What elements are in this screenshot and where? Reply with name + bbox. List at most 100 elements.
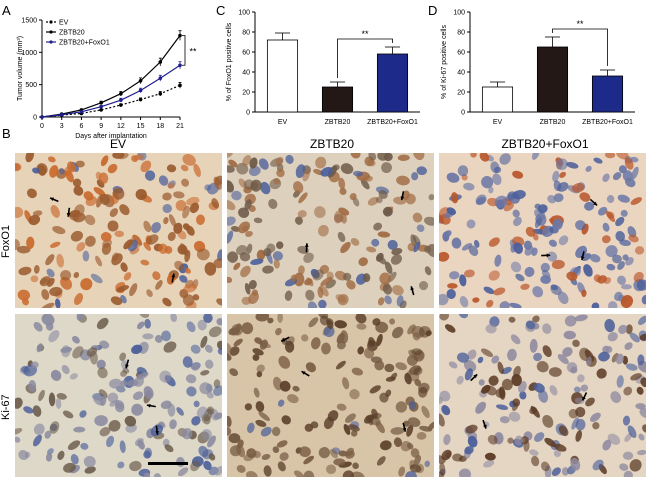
cell-nucleus xyxy=(558,425,569,437)
cell-nucleus xyxy=(168,214,177,227)
y-tick-label: 0 xyxy=(461,110,465,117)
cell-nucleus xyxy=(377,153,389,161)
cell-nucleus xyxy=(284,340,295,353)
cell-nucleus xyxy=(371,412,382,420)
cell-nucleus xyxy=(191,364,200,371)
y-tick-label: 40 xyxy=(457,70,465,77)
arrow-head xyxy=(400,196,405,201)
cell-nucleus xyxy=(228,159,238,168)
significance-bracket xyxy=(337,38,393,78)
series-line xyxy=(41,64,181,118)
cell-nucleus xyxy=(216,340,222,351)
cell-nucleus xyxy=(642,424,646,433)
cell-nucleus xyxy=(134,154,144,161)
cell-nucleus xyxy=(428,194,434,201)
cell-nucleus xyxy=(32,167,40,174)
cell-nucleus xyxy=(442,230,452,238)
cell-nucleus xyxy=(550,284,562,296)
cell-nucleus xyxy=(276,168,285,178)
data-point xyxy=(138,78,143,83)
series-line xyxy=(41,84,181,118)
cell-nucleus xyxy=(562,347,573,357)
cell-nucleus xyxy=(246,243,253,254)
cell-nucleus xyxy=(59,167,65,175)
cell-nucleus xyxy=(229,368,239,377)
cell-nucleus xyxy=(465,424,478,434)
cell-nucleus xyxy=(144,170,156,181)
cell-nucleus xyxy=(537,204,548,214)
x-tick-label: 6 xyxy=(79,123,83,130)
cell-nucleus xyxy=(38,389,45,402)
cell-nucleus xyxy=(375,321,389,333)
cell-nucleus xyxy=(493,287,506,296)
cell-nucleus xyxy=(483,286,495,295)
cell-nucleus xyxy=(570,366,578,374)
cell-nucleus xyxy=(622,170,633,182)
y-tick-label: 100 xyxy=(453,10,465,17)
cell-nucleus xyxy=(636,386,644,395)
cell-nucleus xyxy=(181,428,193,440)
cell-nucleus xyxy=(610,391,622,403)
cell-nucleus xyxy=(509,302,522,308)
cell-nucleus xyxy=(491,355,500,364)
cell-nucleus xyxy=(381,162,392,174)
cell-nucleus xyxy=(173,191,185,199)
cell-nucleus xyxy=(241,296,252,305)
cell-nucleus xyxy=(76,242,86,252)
cell-nucleus xyxy=(349,193,357,201)
cell-nucleus xyxy=(592,459,604,471)
cell-nucleus xyxy=(70,454,79,465)
cell-nucleus xyxy=(250,258,264,265)
series-line xyxy=(41,35,181,118)
cell-nucleus xyxy=(339,187,347,196)
cell-nucleus xyxy=(512,190,526,200)
cell-nucleus xyxy=(333,210,343,224)
cell-nucleus xyxy=(364,347,375,359)
cell-nucleus xyxy=(319,315,329,326)
bar xyxy=(321,86,354,113)
cell-nucleus xyxy=(95,255,103,267)
category-label: EV xyxy=(278,119,288,126)
cell-nucleus xyxy=(72,178,82,188)
cell-nucleus xyxy=(412,332,421,341)
cell-nucleus xyxy=(301,334,309,342)
cell-nucleus xyxy=(351,471,365,477)
cell-nucleus xyxy=(492,173,502,186)
cell-nucleus xyxy=(215,466,222,476)
cell-nucleus xyxy=(256,249,266,261)
cell-nucleus xyxy=(298,446,311,458)
cell-nucleus xyxy=(278,355,291,369)
data-point xyxy=(178,63,182,68)
cell-nucleus xyxy=(186,386,197,397)
cell-nucleus xyxy=(320,166,333,177)
data-point xyxy=(99,108,103,112)
cell-nucleus xyxy=(540,262,550,273)
cell-nucleus xyxy=(485,324,497,334)
cell-nucleus xyxy=(390,427,405,435)
cell-nucleus xyxy=(338,177,346,190)
cell-nucleus xyxy=(279,452,289,461)
cell-nucleus xyxy=(389,318,396,325)
cell-nucleus xyxy=(193,400,200,408)
cell-nucleus xyxy=(199,382,212,395)
cell-nucleus xyxy=(467,435,478,448)
cell-nucleus xyxy=(350,153,361,159)
foxo1-bar-chart: 0 20 40 60 80 100 % of FoxO1 positive cells EV Z… xyxy=(226,10,420,126)
cell-nucleus xyxy=(99,427,111,437)
cell-nucleus xyxy=(606,263,616,271)
cell-nucleus xyxy=(379,272,392,285)
cell-nucleus xyxy=(211,198,220,209)
cell-nucleus xyxy=(297,210,307,218)
cell-nucleus xyxy=(581,253,592,262)
cell-nucleus xyxy=(563,330,576,340)
cell-nucleus xyxy=(16,245,31,254)
cell-nucleus xyxy=(456,352,470,363)
cell-nucleus xyxy=(262,265,274,274)
cell-nucleus xyxy=(83,191,94,201)
cell-nucleus xyxy=(446,289,456,299)
cell-nucleus xyxy=(458,468,472,477)
data-point xyxy=(119,91,123,96)
cell-nucleus xyxy=(84,466,96,474)
legend-marker xyxy=(49,30,53,34)
cell-nucleus xyxy=(589,254,601,263)
